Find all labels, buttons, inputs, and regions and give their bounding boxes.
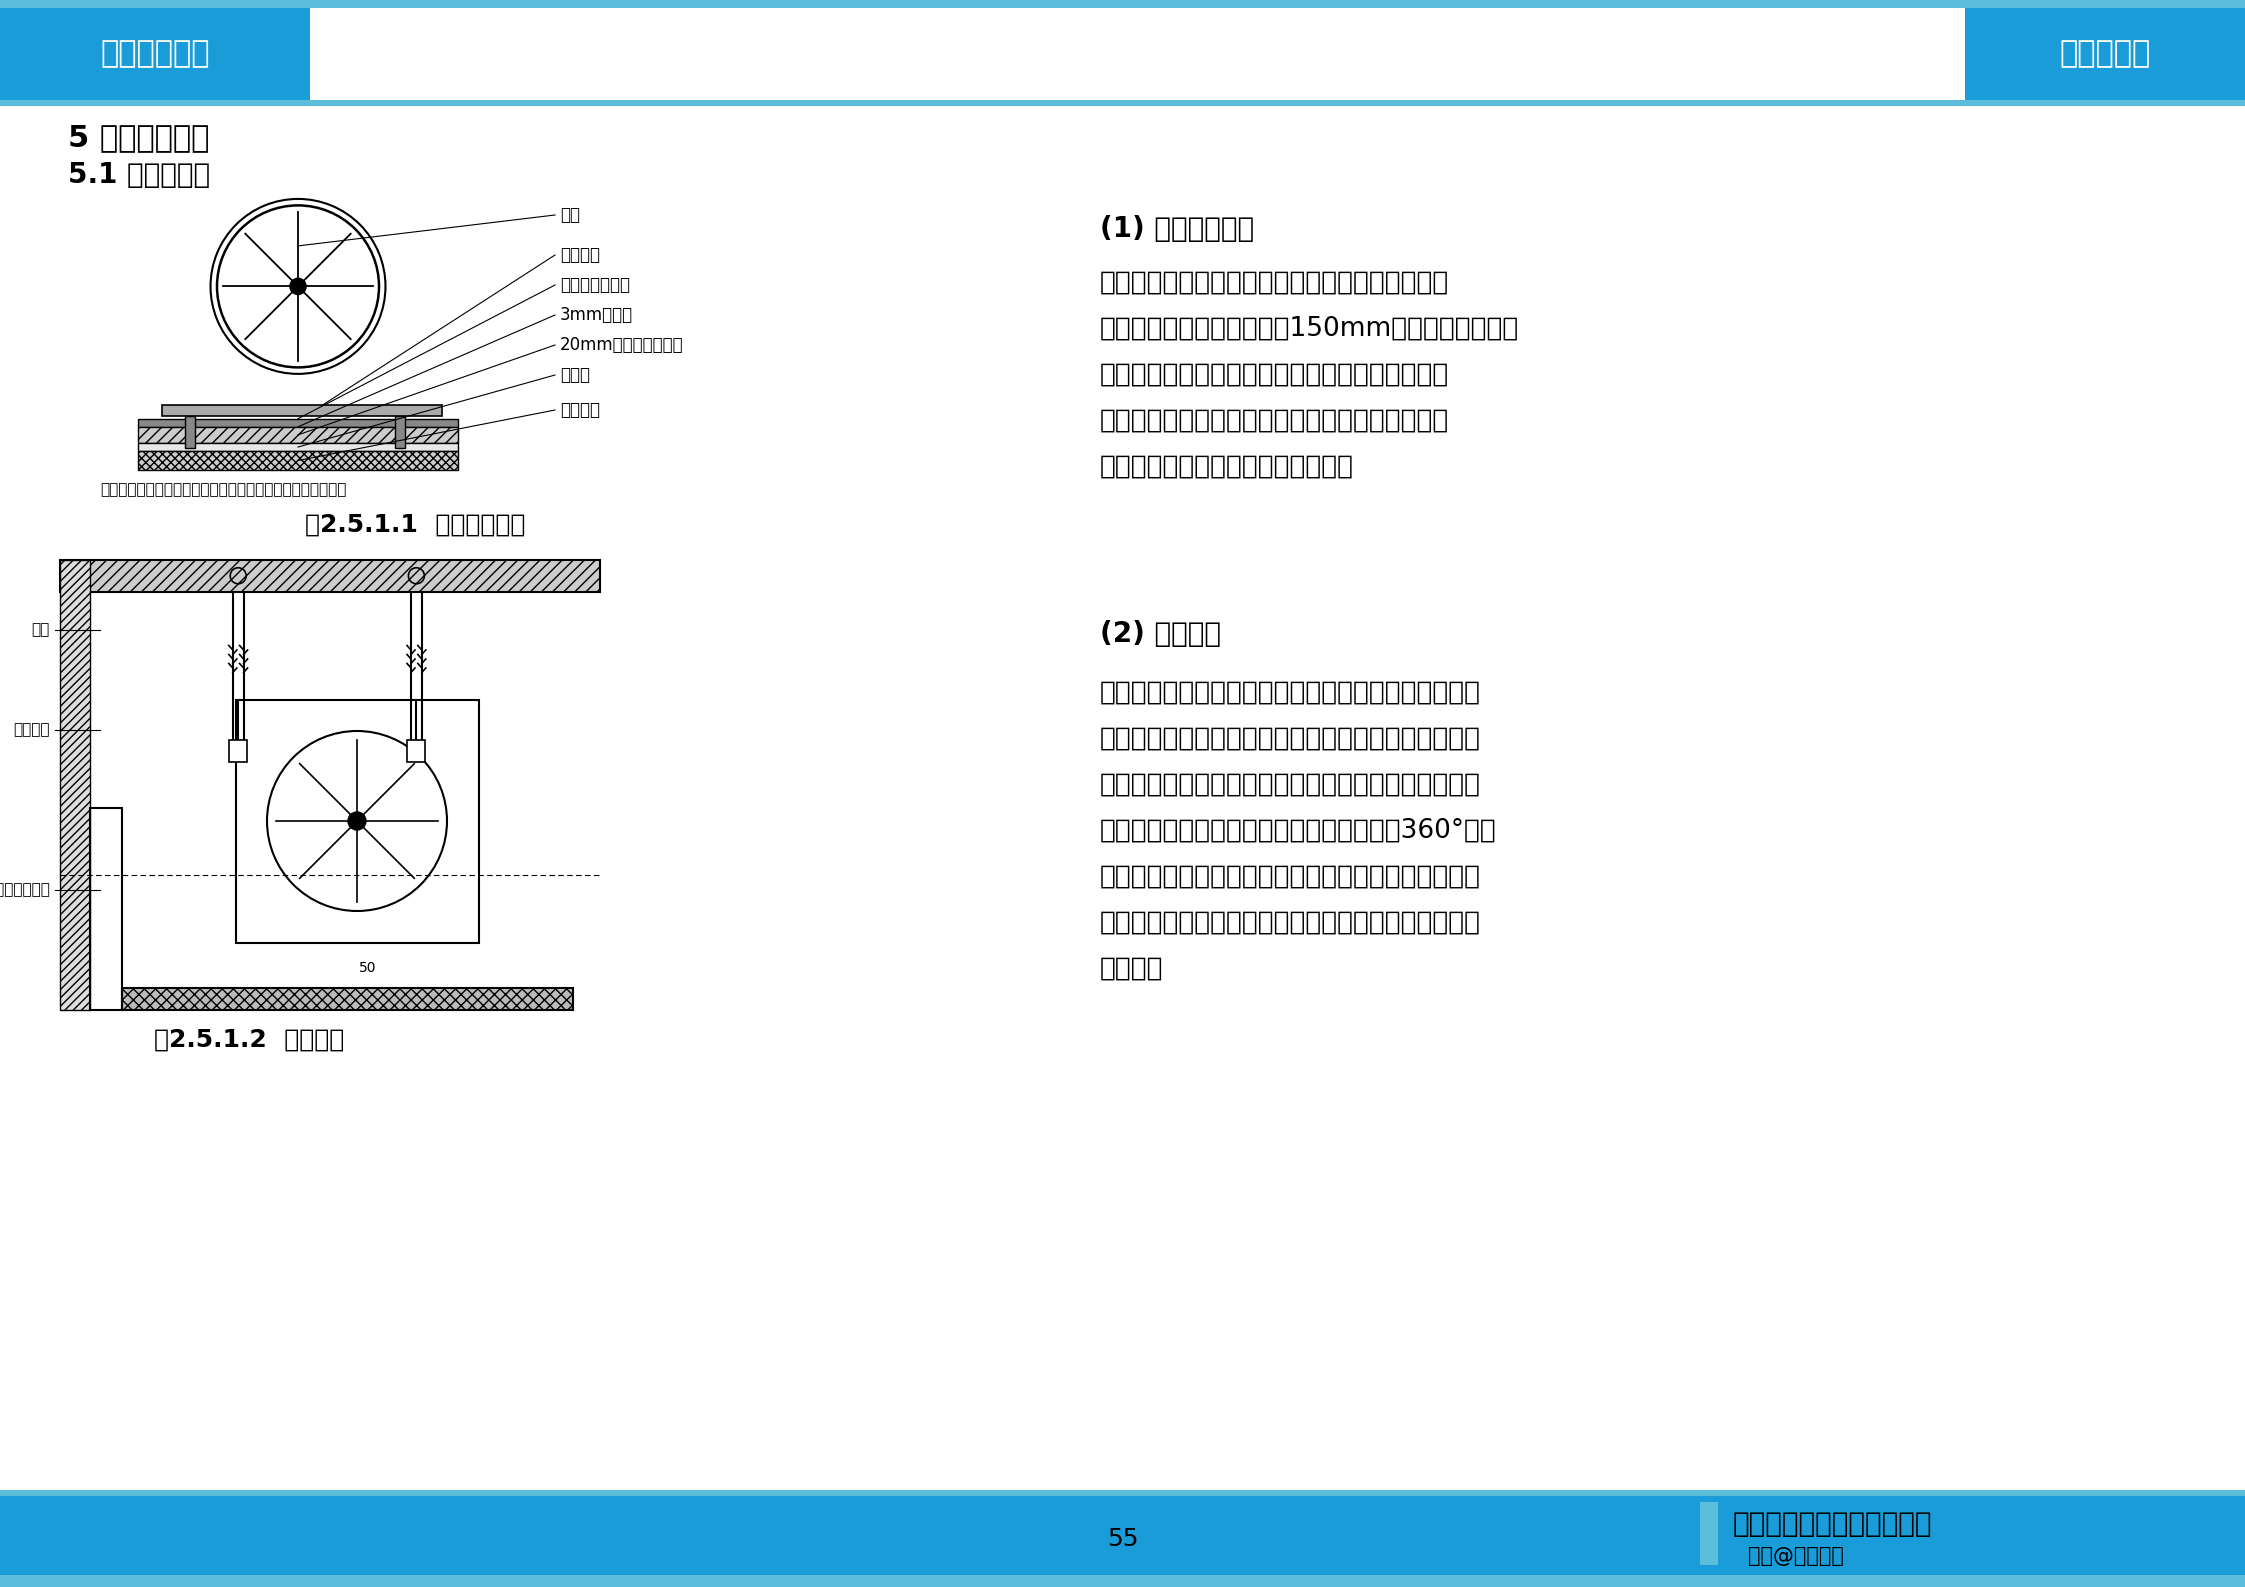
Text: 地脚螺栓: 地脚螺栓 xyxy=(559,246,599,263)
Text: 工艺说明：风机安装前必须对基础进行验收。落地: 工艺说明：风机安装前必须对基础进行验收。落地 xyxy=(1100,270,1450,297)
Bar xyxy=(236,700,478,943)
Text: 减震基础: 减震基础 xyxy=(13,722,49,738)
Text: 收头满焊，吊杆垂直与拖架双母加盖母紧固；风机支座: 收头满焊，吊杆垂直与拖架双母加盖母紧固；风机支座 xyxy=(1100,863,1482,890)
Bar xyxy=(61,560,599,592)
Text: 关注@机电天下: 关注@机电天下 xyxy=(1749,1546,1843,1566)
Text: 度必须考虑土建屋面的完成面高度。: 度必须考虑土建屋面的完成面高度。 xyxy=(1100,454,1354,479)
Circle shape xyxy=(348,813,366,830)
Bar xyxy=(137,427,458,443)
Text: 面风机基础中心线应与风管预留洞中心线对正，高: 面风机基础中心线应与风管预留洞中心线对正，高 xyxy=(1100,408,1450,433)
Text: 求有弹簧垫；风机与结构板相连处，最好固定穿楼板螺: 求有弹簧垫；风机与结构板相连处，最好固定穿楼板螺 xyxy=(1100,771,1482,798)
Bar xyxy=(0,8,2245,100)
Text: 中建五局第五建设有限公司: 中建五局第五建设有限公司 xyxy=(1733,1509,1933,1538)
Bar xyxy=(229,740,247,762)
Bar xyxy=(137,451,458,470)
Text: 工艺说明：排烟风机楼板下吊装，除有弹簧吊架外，风: 工艺说明：排烟风机楼板下吊装，除有弹簧吊架外，风 xyxy=(1100,679,1482,706)
Text: 风机基础每边超出设备支座150mm，风机支架与混凝: 风机基础每边超出设备支座150mm，风机支架与混凝 xyxy=(1100,316,1520,343)
Text: 图2.5.1.1  风机落地安装: 图2.5.1.1 风机落地安装 xyxy=(305,513,525,536)
Text: 要求：为防止减震垫变形、破损，设计无要求时按此图执行。: 要求：为防止减震垫变形、破损，设计无要求时按此图执行。 xyxy=(101,482,346,497)
Text: 平垫弹簧垫螺母: 平垫弹簧垫螺母 xyxy=(559,276,631,294)
Bar xyxy=(0,100,2245,106)
Bar xyxy=(0,1498,2245,1501)
Text: (2) 风机吊装: (2) 风机吊装 xyxy=(1100,621,1221,647)
Text: 弹簧: 弹簧 xyxy=(31,622,49,638)
Bar xyxy=(0,1574,2245,1587)
Bar xyxy=(310,8,1964,100)
Bar xyxy=(0,1490,2245,1497)
Text: 装饰面: 装饰面 xyxy=(559,367,590,384)
Text: (1) 风机落地安装: (1) 风机落地安装 xyxy=(1100,214,1255,243)
Bar xyxy=(61,560,90,1009)
Text: 50: 50 xyxy=(359,960,377,974)
Bar xyxy=(184,416,195,449)
Text: 20mm厚高弹性橡胶垫: 20mm厚高弹性橡胶垫 xyxy=(559,336,685,354)
Bar xyxy=(137,443,458,451)
Text: 5 通风设备安装: 5 通风设备安装 xyxy=(67,124,209,152)
Bar xyxy=(1699,1500,1717,1565)
Text: 栓或预埋钢板，不得用膨胀螺栓固定。要求360°弯钩: 栓或预埋钢板，不得用膨胀螺栓固定。要求360°弯钩 xyxy=(1100,817,1497,844)
Text: 3mm厚钢板: 3mm厚钢板 xyxy=(559,306,633,324)
Bar xyxy=(0,1490,2245,1587)
Text: 口严密。: 口严密。 xyxy=(1100,955,1163,982)
Text: 风机: 风机 xyxy=(559,206,579,224)
Bar xyxy=(137,419,458,427)
Text: 防火基性连接管: 防火基性连接管 xyxy=(0,882,49,898)
Text: 5.1 通风机安装: 5.1 通风机安装 xyxy=(67,160,211,189)
Bar xyxy=(406,740,424,762)
Text: 图2.5.1.2  风机吊装: 图2.5.1.2 风机吊装 xyxy=(155,1028,343,1052)
Text: 设备基础: 设备基础 xyxy=(559,402,599,419)
Text: 与拖架连接平正紧固，连接螺栓有防松动措施，法兰接: 与拖架连接平正紧固，连接螺栓有防松动措施，法兰接 xyxy=(1100,909,1482,936)
Text: 土基础之间必须安装橡胶隔振垫，并可靠固定。屋: 土基础之间必须安装橡胶隔振垫，并可靠固定。屋 xyxy=(1100,362,1450,387)
Bar xyxy=(395,416,404,449)
Text: 机与支座间要有橡胶隔振垫，螺母与钢支架间上下都要: 机与支座间要有橡胶隔振垫，螺母与钢支架间上下都要 xyxy=(1100,725,1482,752)
Text: 55: 55 xyxy=(1107,1527,1138,1550)
Circle shape xyxy=(290,278,305,295)
Bar xyxy=(162,405,442,416)
Bar xyxy=(0,0,2245,8)
Text: 二、通风工程: 二、通风工程 xyxy=(101,40,209,68)
Bar xyxy=(121,987,572,1009)
Bar xyxy=(90,808,121,1009)
Text: 精细化做法: 精细化做法 xyxy=(2059,40,2151,68)
